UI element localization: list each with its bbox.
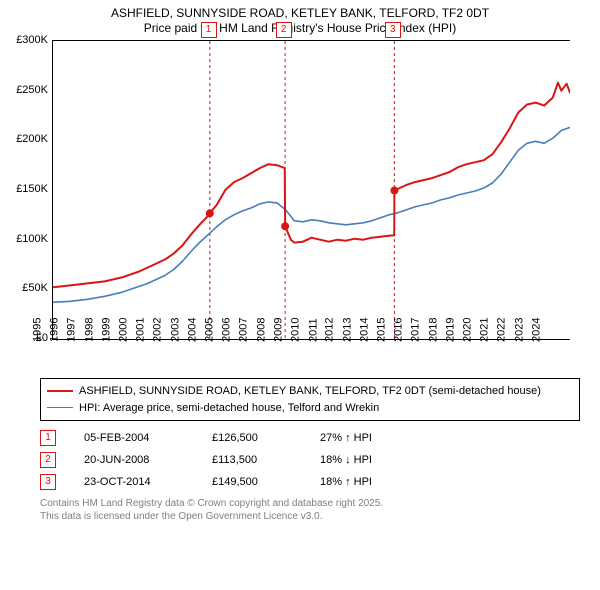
- plot-area: [52, 40, 570, 340]
- x-tick-label: 2000: [118, 318, 130, 342]
- y-tick-label: £200K: [16, 133, 48, 145]
- footer: Contains HM Land Registry data © Crown c…: [40, 497, 590, 523]
- page: ASHFIELD, SUNNYSIDE ROAD, KETLEY BANK, T…: [0, 0, 600, 590]
- x-tick-label: 1998: [83, 318, 95, 342]
- sales-idx-2: 2: [40, 452, 56, 468]
- plot-svg: [53, 41, 570, 339]
- y-tick-label: £100K: [16, 233, 48, 245]
- x-tick-label: 2011: [308, 318, 320, 342]
- x-tick-label: 2005: [204, 318, 216, 342]
- x-tick-label: 2007: [238, 318, 250, 342]
- x-tick-label: 2020: [462, 318, 474, 342]
- x-tick-label: 2003: [169, 318, 181, 342]
- x-tick-label: 2016: [393, 318, 405, 342]
- x-tick-label: 2004: [186, 318, 198, 342]
- x-tick-label: 2014: [358, 318, 370, 342]
- legend-item-price-paid: ASHFIELD, SUNNYSIDE ROAD, KETLEY BANK, T…: [47, 383, 573, 400]
- x-tick-label: 1995: [32, 318, 44, 342]
- y-tick-label: £150K: [16, 183, 48, 195]
- sales-price-3: £149,500: [212, 471, 292, 493]
- y-tick-label: £250K: [16, 84, 48, 96]
- chart-title: ASHFIELD, SUNNYSIDE ROAD, KETLEY BANK, T…: [10, 6, 590, 36]
- x-tick-label: 2024: [530, 318, 542, 342]
- x-tick-label: 2010: [290, 318, 302, 342]
- legend-item-hpi: HPI: Average price, semi-detached house,…: [47, 400, 573, 417]
- sales-date-2: 20-JUN-2008: [84, 449, 184, 471]
- x-tick-label: 2023: [513, 318, 525, 342]
- x-tick-label: 2001: [135, 318, 147, 342]
- x-tick-label: 2017: [410, 318, 422, 342]
- chart: £0£50K£100K£150K£200K£250K£300K 19951996…: [10, 40, 570, 370]
- title-line-2: Price paid vs. HM Land Registry's House …: [10, 21, 590, 36]
- footer-line-2: This data is licensed under the Open Gov…: [40, 510, 590, 523]
- sale-marker-box: 2: [276, 22, 292, 38]
- sales-date-1: 05-FEB-2004: [84, 427, 184, 449]
- x-tick-label: 2006: [221, 318, 233, 342]
- sales-price-1: £126,500: [212, 427, 292, 449]
- x-tick-label: 2018: [427, 318, 439, 342]
- footer-line-1: Contains HM Land Registry data © Crown c…: [40, 497, 590, 510]
- x-tick-label: 2009: [272, 318, 284, 342]
- x-tick-label: 1996: [49, 318, 61, 342]
- x-tick-label: 2008: [255, 318, 267, 342]
- sales-row: 1 05-FEB-2004 £126,500 27% ↑ HPI: [40, 427, 590, 449]
- sales-row: 3 23-OCT-2014 £149,500 18% ↑ HPI: [40, 471, 590, 493]
- sales-idx-1: 1: [40, 430, 56, 446]
- legend-swatch-hpi: [47, 407, 73, 408]
- sale-marker-box: 1: [201, 22, 217, 38]
- x-tick-label: 2019: [444, 318, 456, 342]
- legend-label-hpi: HPI: Average price, semi-detached house,…: [79, 400, 379, 417]
- sales-pct-1: 27% ↑ HPI: [320, 427, 440, 449]
- sales-table: 1 05-FEB-2004 £126,500 27% ↑ HPI 2 20-JU…: [40, 427, 590, 493]
- sales-price-2: £113,500: [212, 449, 292, 471]
- x-tick-label: 1999: [100, 318, 112, 342]
- x-axis: 1995199619971998199920002001200220032004…: [52, 340, 570, 370]
- legend: ASHFIELD, SUNNYSIDE ROAD, KETLEY BANK, T…: [40, 378, 580, 421]
- x-tick-label: 2012: [324, 318, 336, 342]
- y-axis: £0£50K£100K£150K£200K£250K£300K: [10, 40, 52, 340]
- sales-idx-3: 3: [40, 474, 56, 490]
- sales-pct-2: 18% ↓ HPI: [320, 449, 440, 471]
- legend-label-price-paid: ASHFIELD, SUNNYSIDE ROAD, KETLEY BANK, T…: [79, 383, 541, 400]
- sales-date-3: 23-OCT-2014: [84, 471, 184, 493]
- title-line-1: ASHFIELD, SUNNYSIDE ROAD, KETLEY BANK, T…: [10, 6, 590, 21]
- x-tick-label: 2022: [496, 318, 508, 342]
- x-tick-label: 1997: [66, 318, 78, 342]
- x-tick-label: 2013: [341, 318, 353, 342]
- sale-marker-box: 3: [385, 22, 401, 38]
- sales-pct-3: 18% ↑ HPI: [320, 471, 440, 493]
- x-tick-label: 2015: [376, 318, 388, 342]
- legend-swatch-price-paid: [47, 390, 73, 392]
- y-tick-label: £50K: [22, 282, 48, 294]
- x-tick-label: 2002: [152, 318, 164, 342]
- y-tick-label: £300K: [16, 34, 48, 46]
- sales-row: 2 20-JUN-2008 £113,500 18% ↓ HPI: [40, 449, 590, 471]
- x-tick-label: 2021: [479, 318, 491, 342]
